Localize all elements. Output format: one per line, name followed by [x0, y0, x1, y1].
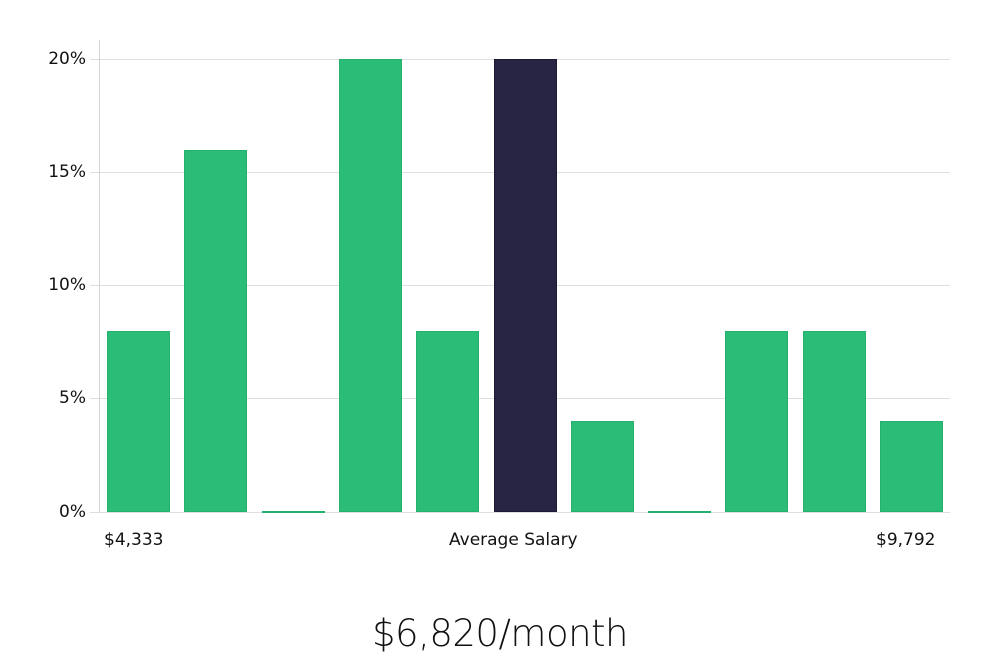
x-axis-title: Average Salary	[449, 530, 578, 550]
y-tick-label: 10%	[48, 275, 86, 295]
histogram-bar	[648, 510, 712, 513]
y-tick-label: 0%	[59, 502, 86, 522]
average-salary-summary: $6,820/month	[371, 612, 629, 655]
y-axis-line	[99, 40, 100, 513]
x-min-label: $4,333	[104, 530, 164, 550]
highlighted-bar	[493, 59, 557, 512]
histogram-bar	[802, 330, 866, 512]
histogram-bar	[416, 330, 480, 512]
histogram-bar	[261, 510, 325, 513]
histogram-bar	[338, 59, 402, 512]
histogram-bar	[107, 330, 170, 512]
histogram-bar	[725, 330, 789, 512]
x-max-label: $9,792	[876, 530, 936, 550]
y-tick-label: 5%	[59, 388, 86, 408]
y-tick-label: 20%	[48, 49, 86, 69]
histogram-bar	[880, 421, 943, 512]
gridline-0	[90, 512, 950, 513]
y-tick-label: 15%	[48, 162, 86, 182]
histogram-bar	[570, 421, 634, 512]
histogram-bar	[184, 149, 248, 512]
